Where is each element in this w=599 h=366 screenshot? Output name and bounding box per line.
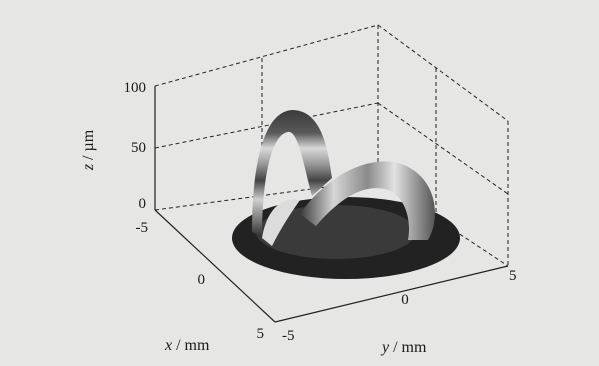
surface-mesh (232, 110, 460, 279)
x-tick-label: -5 (136, 220, 149, 236)
y-tick-label: 0 (401, 292, 409, 308)
x-axis-label: x / mm (164, 337, 210, 354)
ribbon-left (252, 110, 332, 238)
z-tick-label: 0 (139, 196, 147, 212)
x-tick-label: 5 (257, 326, 265, 342)
z-tick-label: 50 (131, 140, 146, 156)
base-ring-inner (256, 205, 416, 259)
z-axis-label: z / µm (80, 129, 97, 171)
z-tick-label: 100 (124, 80, 147, 96)
y-axis-label: y / mm (380, 339, 427, 356)
y-tick-label: 5 (509, 268, 517, 284)
ribbon-inner-face (262, 199, 300, 246)
ribbon-right (300, 161, 435, 240)
y-tick-label: -5 (282, 328, 295, 344)
x-tick-label: 0 (198, 272, 206, 288)
